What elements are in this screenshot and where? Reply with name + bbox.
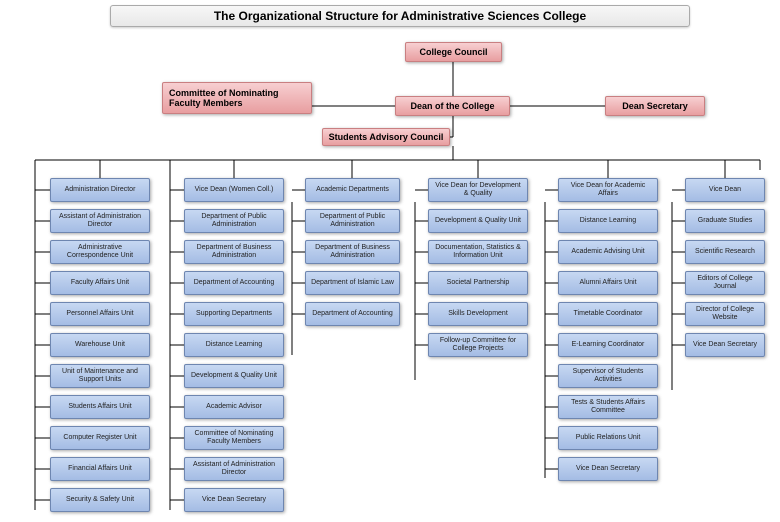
- org-box: Department of Islamic Law: [305, 271, 400, 295]
- org-box: Department of Business Administration: [305, 240, 400, 264]
- box-college-council: College Council: [405, 42, 502, 62]
- org-box: Unit of Maintenance and Support Units: [50, 364, 150, 388]
- org-box: Distance Learning: [184, 333, 284, 357]
- org-box: Development & Quality Unit: [184, 364, 284, 388]
- org-box: Timetable Coordinator: [558, 302, 658, 326]
- page-title: The Organizational Structure for Adminis…: [110, 5, 690, 27]
- org-box: Assistant of Administration Director: [50, 209, 150, 233]
- box-nominating-committee: Committee of Nominating Faculty Members: [162, 82, 312, 114]
- org-box: Academic Departments: [305, 178, 400, 202]
- org-box: Administration Director: [50, 178, 150, 202]
- org-box: Vice Dean (Women Coll.): [184, 178, 284, 202]
- org-box: Committee of Nominating Faculty Members: [184, 426, 284, 450]
- box-advisory-council: Students Advisory Council: [322, 128, 450, 146]
- org-box: Financial Affairs Unit: [50, 457, 150, 481]
- org-box: Skills Development: [428, 302, 528, 326]
- org-box: Alumni Affairs Unit: [558, 271, 658, 295]
- org-box: Director of College Website: [685, 302, 765, 326]
- org-box: Vice Dean Secretary: [558, 457, 658, 481]
- org-box: Vice Dean Secretary: [184, 488, 284, 512]
- org-box: Department of Business Administration: [184, 240, 284, 264]
- org-box: E-Learning Coordinator: [558, 333, 658, 357]
- box-dean: Dean of the College: [395, 96, 510, 116]
- org-box: Societal Partnership: [428, 271, 528, 295]
- org-box: Vice Dean Secretary: [685, 333, 765, 357]
- org-box: Administrative Correspondence Unit: [50, 240, 150, 264]
- org-box: Editors of College Journal: [685, 271, 765, 295]
- org-box: Faculty Affairs Unit: [50, 271, 150, 295]
- org-box: Vice Dean for Development & Quality: [428, 178, 528, 202]
- box-dean-secretary: Dean Secretary: [605, 96, 705, 116]
- org-box: Supervisor of Students Activities: [558, 364, 658, 388]
- org-box: Personnel Affairs Unit: [50, 302, 150, 326]
- org-box: Academic Advising Unit: [558, 240, 658, 264]
- org-box: Computer Register Unit: [50, 426, 150, 450]
- org-box: Department of Accounting: [184, 271, 284, 295]
- org-box: Follow-up Committee for College Projects: [428, 333, 528, 357]
- org-box: Security & Safety Unit: [50, 488, 150, 512]
- org-box: Development & Quality Unit: [428, 209, 528, 233]
- org-box: Warehouse Unit: [50, 333, 150, 357]
- org-box: Department of Accounting: [305, 302, 400, 326]
- org-box: Tests & Students Affairs Committee: [558, 395, 658, 419]
- org-box: Distance Learning: [558, 209, 658, 233]
- org-box: Students Affairs Unit: [50, 395, 150, 419]
- org-box: Vice Dean for Academic Affairs: [558, 178, 658, 202]
- org-box: Supporting Departments: [184, 302, 284, 326]
- org-box: Vice Dean: [685, 178, 765, 202]
- org-box: Department of Public Administration: [305, 209, 400, 233]
- org-box: Public Relations Unit: [558, 426, 658, 450]
- org-box: Assistant of Administration Director: [184, 457, 284, 481]
- org-box: Documentation, Statistics & Information …: [428, 240, 528, 264]
- org-box: Graduate Studies: [685, 209, 765, 233]
- org-box: Academic Advisor: [184, 395, 284, 419]
- org-box: Department of Public Administration: [184, 209, 284, 233]
- org-box: Scientific Research: [685, 240, 765, 264]
